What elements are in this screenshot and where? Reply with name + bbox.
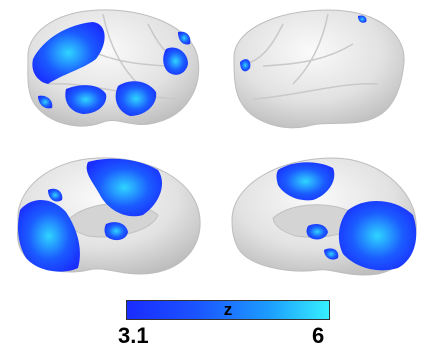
colorbar-min-label: 3.1 [118, 323, 149, 348]
cortex-surface [233, 9, 405, 129]
colorbar-label: z [223, 300, 233, 319]
left-medial-brain [17, 157, 201, 275]
activation-blobs [276, 162, 417, 271]
activation-blobs [18, 158, 163, 272]
activation-blobs [240, 15, 367, 72]
right-medial-brain [231, 157, 417, 276]
activation-blobs [32, 22, 191, 116]
right-lateral-brain [233, 9, 405, 129]
colorbar: z [126, 300, 330, 320]
colorbar-max-label: 6 [312, 323, 325, 348]
left-lateral-brain [27, 9, 200, 127]
